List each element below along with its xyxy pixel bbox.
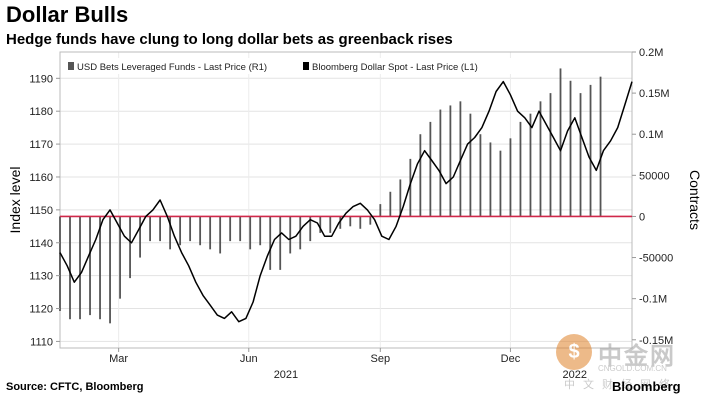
left-axis-title: Index level (7, 167, 23, 234)
watermark-sub: 中文财经网络 (564, 379, 678, 391)
position-bar (109, 216, 111, 324)
position-bar (479, 134, 482, 217)
left-tick-label: 1150 (29, 205, 53, 217)
left-tick-label: 1130 (29, 271, 53, 283)
x-year-label: 2021 (274, 369, 298, 381)
position-bar (59, 216, 61, 311)
legend-swatch (303, 62, 309, 70)
position-bar (229, 216, 232, 242)
plot-frame (59, 51, 633, 349)
position-bar (549, 93, 552, 217)
position-bar (289, 216, 292, 254)
x-tick-label: Jun (240, 353, 258, 365)
position-bar (599, 76, 602, 217)
bloomberg-brand: Bloomberg (612, 379, 681, 394)
position-bar (309, 216, 312, 242)
right-tick-label: 0 (639, 211, 645, 223)
cngold-watermark: $ 中金网 CNGOLD.COM.CN 中文财经网络 (556, 334, 696, 392)
position-bar (519, 121, 522, 217)
position-bar (439, 109, 442, 217)
x-tick-label: Mar (109, 353, 128, 365)
watermark-name: 中金网 (598, 343, 676, 370)
position-bar (219, 216, 222, 254)
chart-title: Dollar Bulls (6, 2, 129, 27)
right-tick-label: -50000 (639, 253, 673, 265)
right-tick-label: 0.15M (639, 88, 670, 100)
position-bar (359, 216, 362, 229)
legend-label: Bloomberg Dollar Spot - Last Price (L1) (312, 62, 478, 73)
position-bar (509, 138, 512, 217)
position-bar (149, 216, 151, 242)
position-bar (379, 204, 382, 217)
position-bar (179, 216, 182, 246)
position-bar (399, 179, 402, 217)
position-bar (569, 80, 572, 217)
position-bar (79, 216, 81, 320)
right-tick-label: -0.1M (639, 294, 667, 306)
position-bar (499, 150, 502, 217)
watermark-domain: CNGOLD.COM.CN (598, 364, 667, 373)
right-tick-label: 0.2M (639, 47, 663, 59)
position-bar (139, 216, 141, 258)
x-tick-label: Sep (371, 353, 391, 365)
legend-box (64, 58, 514, 74)
position-bar (469, 113, 472, 217)
position-bar (69, 216, 71, 320)
right-tick-label: 50000 (639, 170, 670, 182)
position-bar (339, 216, 342, 229)
position-bar (249, 216, 252, 250)
position-bar (279, 216, 282, 270)
position-bar (319, 216, 322, 233)
left-tick-label: 1180 (29, 106, 53, 118)
position-bar (89, 216, 91, 316)
position-bar (119, 216, 121, 299)
position-bar (329, 216, 332, 233)
position-bar (299, 216, 302, 250)
left-tick-label: 1170 (29, 139, 53, 151)
position-bar (259, 216, 262, 246)
position-bar (199, 216, 202, 246)
position-bar (189, 216, 192, 242)
right-axis-title: Contracts (687, 170, 703, 230)
position-bar (449, 105, 452, 217)
position-bar (209, 216, 212, 250)
position-bar (349, 216, 352, 227)
position-bar (589, 84, 592, 217)
source-note: Source: CFTC, Bloomberg (6, 381, 144, 393)
position-bar (239, 216, 242, 242)
x-year-label: 2022 (563, 369, 587, 381)
position-bar (539, 101, 542, 217)
position-bar (369, 216, 372, 225)
right-tick-label: 0.1M (639, 129, 663, 141)
position-bar (409, 158, 412, 217)
position-bar (269, 216, 272, 270)
position-bar (559, 68, 562, 217)
legend-label: USD Bets Leveraged Funds - Last Price (R… (77, 62, 267, 73)
position-bar (489, 142, 492, 217)
position-bar (169, 216, 172, 250)
x-tick-label: Dec (501, 353, 521, 365)
position-bar (159, 216, 161, 242)
position-bar (419, 134, 422, 217)
dollar-spot-line (59, 80, 633, 323)
position-bar (99, 216, 101, 320)
legend-swatch (68, 62, 74, 70)
cngold-logo-icon: $ (556, 334, 592, 370)
left-tick-label: 1140 (29, 238, 53, 250)
position-bar (529, 113, 532, 217)
chart-subtitle: Hedge funds have clung to long dollar be… (6, 31, 453, 48)
left-tick-label: 1190 (29, 73, 53, 85)
position-bar (579, 93, 582, 217)
left-tick-label: 1110 (30, 336, 53, 348)
left-tick-label: 1160 (29, 172, 53, 184)
position-bar (129, 216, 131, 279)
position-bar (429, 121, 432, 217)
right-tick-label: -0.15M (639, 335, 673, 347)
position-bar (389, 191, 392, 217)
left-tick-label: 1120 (29, 304, 53, 316)
